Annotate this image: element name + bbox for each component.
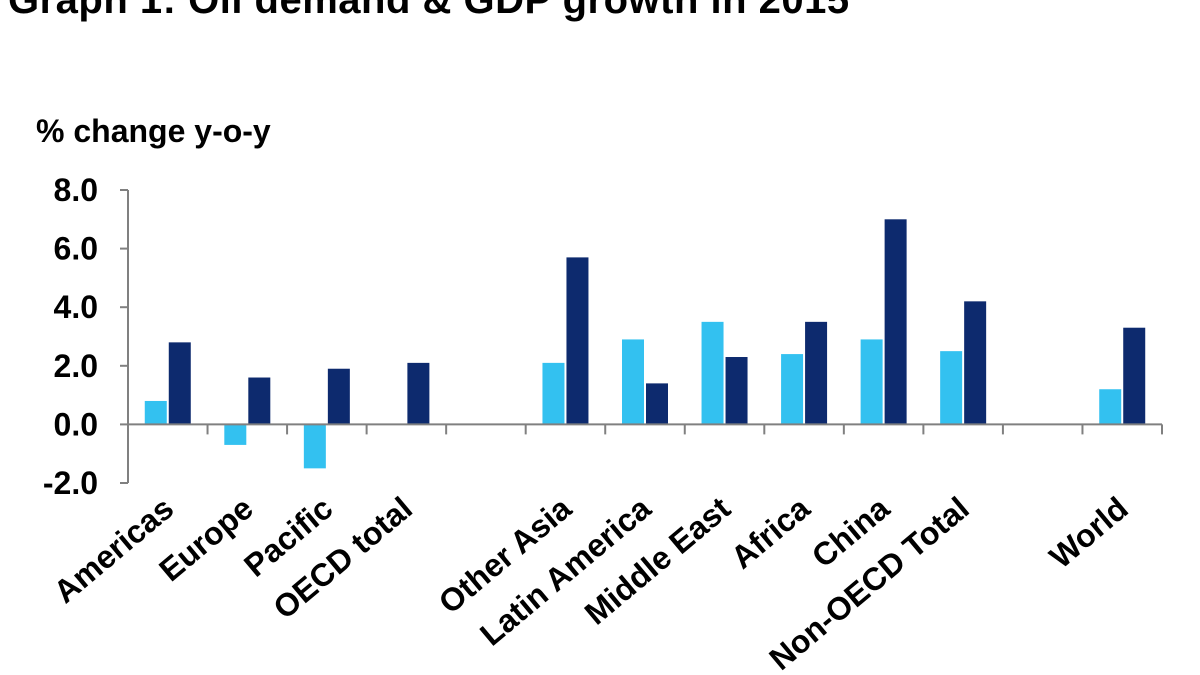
bar — [622, 339, 644, 425]
bar — [407, 362, 430, 425]
axis-ticks — [120, 189, 1163, 484]
bar — [1099, 389, 1122, 425]
x-tick-label: Americas — [47, 490, 181, 610]
bar — [327, 368, 350, 425]
bar — [725, 357, 748, 425]
y-tick-label: 2.0 — [54, 348, 98, 384]
bar — [964, 301, 987, 425]
bar — [144, 400, 167, 425]
bar — [224, 424, 247, 445]
bar — [646, 383, 668, 425]
y-tick-labels: 8.0 6.0 4.0 2.0 0.0 -2.0 — [43, 172, 98, 501]
chart-title: Graph 1: Oil demand & GDP growth in 2015 — [8, 0, 850, 22]
bar — [168, 342, 191, 425]
bars — [144, 219, 1146, 469]
y-tick-label: 4.0 — [54, 289, 98, 325]
bar — [781, 354, 804, 425]
bar — [805, 321, 828, 425]
bar — [566, 257, 589, 425]
y-tick-label: -2.0 — [43, 465, 98, 501]
y-tick-label: 8.0 — [54, 172, 98, 208]
bar — [303, 424, 326, 469]
bar — [884, 219, 907, 425]
bar — [860, 339, 883, 425]
y-tick-label: 6.0 — [54, 231, 98, 267]
x-tick-label: World — [1043, 490, 1135, 575]
bar — [248, 377, 271, 425]
y-tick-label: 0.0 — [54, 406, 98, 442]
x-tick-label: Africa — [724, 490, 817, 576]
bar — [542, 362, 565, 425]
bar — [1123, 327, 1146, 425]
bar — [701, 321, 724, 425]
bar — [940, 351, 963, 425]
y-axis-label: % change y-o-y — [36, 113, 271, 149]
